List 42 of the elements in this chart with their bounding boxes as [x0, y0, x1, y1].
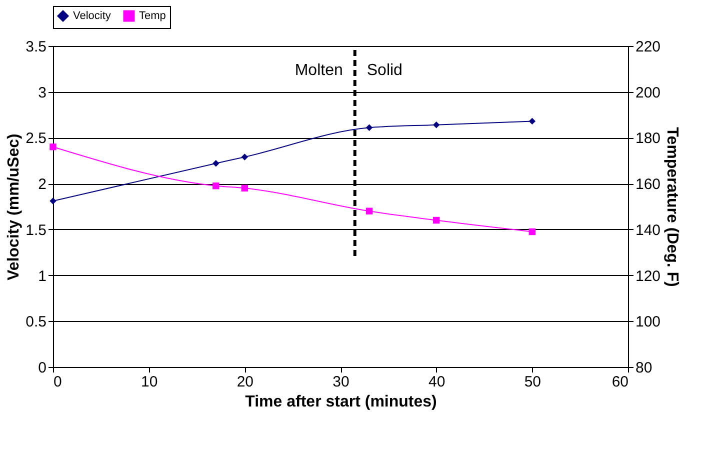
y2-tick-label: 220 — [636, 38, 661, 56]
point — [241, 154, 248, 160]
x-tick-label: 30 — [332, 374, 350, 390]
x-tick-label: 20 — [236, 374, 254, 390]
x-tick-label: 10 — [140, 374, 158, 390]
point — [432, 122, 440, 128]
legend-label: Temp — [139, 10, 166, 22]
y2-tick-label: 100 — [636, 314, 661, 331]
y-tick-label: 2 — [38, 176, 46, 194]
y2-tick-label: 80 — [636, 360, 652, 376]
point — [212, 160, 220, 167]
x-tick-label: 50 — [524, 374, 542, 390]
point — [50, 144, 56, 150]
y-tick-label: 1 — [38, 268, 46, 285]
y2-axis-title: Temperature (Deg. F) — [664, 127, 681, 287]
x-tick-label: 0 — [54, 374, 62, 390]
y-tick-label: 2.5 — [26, 130, 46, 148]
y-tick-label: 3 — [38, 84, 46, 102]
point — [366, 208, 373, 214]
y-tick-label: 3.5 — [26, 38, 46, 56]
y-tick-label: 1.5 — [26, 222, 46, 239]
x-tick-label: 60 — [612, 374, 628, 390]
point — [366, 124, 373, 131]
y2-tick-label: 140 — [636, 222, 661, 239]
y2-tick-label: 120 — [636, 268, 661, 285]
y2-tick-label: 200 — [636, 84, 661, 102]
x-axis-title: Time after start (minutes) — [245, 394, 437, 410]
x-tick-label: 40 — [428, 374, 446, 390]
y2-tick-label: 160 — [636, 176, 661, 194]
point — [212, 182, 220, 190]
point — [50, 198, 56, 204]
point — [528, 118, 536, 125]
annotation: Solid — [366, 62, 402, 79]
annotation: Molten — [294, 62, 343, 79]
y-axis-title: Velocity (mm/uSec) — [6, 134, 23, 280]
y-tick-label: 0.5 — [26, 314, 46, 331]
legend-label: Velocity — [73, 10, 112, 22]
y-tick-label: 0 — [38, 360, 46, 376]
y2-tick-label: 180 — [636, 130, 661, 148]
point — [432, 216, 440, 224]
point — [241, 184, 248, 192]
point — [528, 228, 536, 236]
